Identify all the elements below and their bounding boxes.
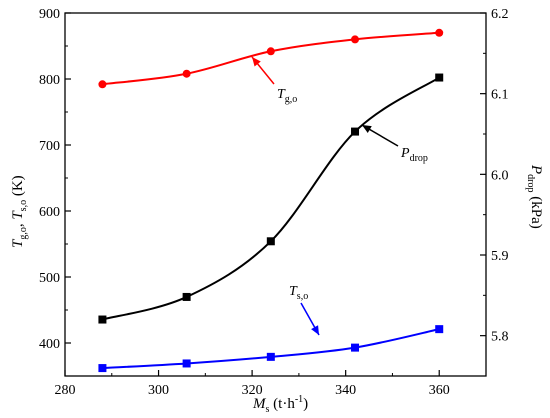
data-point-tgo [182,69,191,78]
y-left-tick-label: 600 [39,205,60,220]
series-line-tgo [102,31,440,86]
y-axis-right-title: Pdrop (kPa) [525,164,544,229]
y-right-tick-label: 6.2 [491,7,509,22]
x-tick-label: 300 [148,383,169,398]
data-point-pdrop [182,292,191,301]
x-tick-label: 340 [335,383,356,398]
y-axis-right: 5.8 5.9 6.0 6.1 6.2 [480,7,509,345]
arrow-tgo-head [252,57,261,67]
plot-frame [64,12,487,377]
x-tick-label: 360 [429,383,450,398]
y-left-tick-label: 900 [39,7,60,22]
y-right-tick-label: 5.8 [491,330,509,345]
data-point-pdrop [98,315,107,324]
data-point-pdrop [266,237,275,246]
x-tick-label: 280 [55,383,76,398]
series-layer [98,28,444,373]
series-line-pdrop [102,76,440,321]
series-pdrop [98,73,444,324]
y-axis-left: 400 500 600 700 800 900 [39,7,71,352]
data-point-pdrop [351,127,360,136]
y-left-tick-label: 700 [39,139,60,154]
annotation-arrows [251,56,399,336]
series-line-tso [102,328,440,370]
data-point-tgo [435,28,444,37]
data-point-tso [98,364,107,373]
x-axis-title: Ms (t·h-1) [252,394,308,415]
series-tgo [98,28,444,89]
x-axis: 280 300 320 340 360 [55,370,450,398]
data-point-pdrop [435,73,444,82]
y-right-tick-label: 6.0 [491,168,509,183]
data-point-tgo [351,35,360,44]
y-axis-left-title: Tg,o, Ts,o (K) [10,175,29,248]
data-point-tgo [266,47,275,56]
arrow-tso-head [311,325,319,335]
series-tso [98,325,444,373]
plot-border [64,12,487,377]
data-point-tgo [98,80,107,89]
data-point-tso [351,343,360,352]
data-point-tso [182,359,191,368]
annotation-tso: Ts,o [289,284,308,302]
y-left-tick-label: 400 [39,337,60,352]
y-right-tick-label: 6.1 [491,88,509,103]
x-tick-label: 320 [242,383,263,398]
y-left-tick-label: 800 [39,73,60,88]
arrow-pdrop-head [362,125,372,133]
y-right-tick-label: 5.9 [491,249,509,264]
data-point-tso [435,325,444,334]
annotation-tgo: Tg,o [277,87,297,105]
y-left-tick-label: 500 [39,271,60,286]
data-point-tso [266,352,275,361]
annotation-pdrop: Pdrop [400,146,428,164]
